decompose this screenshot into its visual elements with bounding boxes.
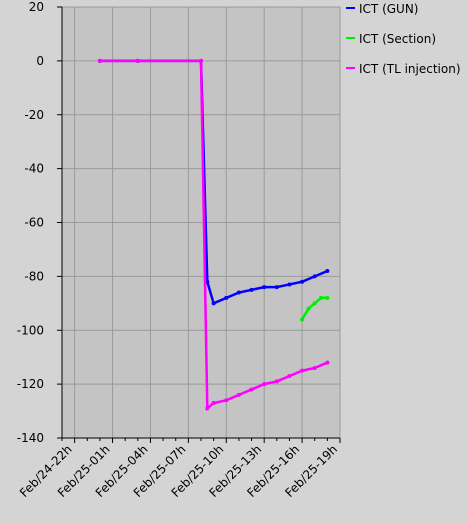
- legend-swatch: [346, 37, 355, 39]
- y-tick-label: 0: [36, 54, 44, 68]
- series-point: [224, 295, 229, 300]
- series-point: [300, 279, 305, 284]
- series-point: [249, 287, 254, 292]
- y-tick-label: -140: [17, 431, 44, 445]
- y-tick-label: -80: [24, 269, 44, 283]
- series-layer: [97, 58, 330, 412]
- legend-swatch: [346, 7, 355, 9]
- series-point: [306, 306, 311, 311]
- y-tick-label: 20: [29, 0, 44, 14]
- series-point: [97, 58, 102, 63]
- series-point: [300, 368, 305, 373]
- series-point: [224, 398, 229, 403]
- series-point: [211, 400, 216, 405]
- series-point: [325, 295, 330, 300]
- legend-label: ICT (Section): [359, 32, 436, 46]
- legend-swatch: [346, 67, 355, 69]
- series-point: [287, 282, 292, 287]
- series-point: [325, 360, 330, 365]
- series-point: [274, 285, 279, 290]
- series-point: [287, 374, 292, 379]
- series-point: [249, 387, 254, 392]
- series-line: [99, 59, 328, 412]
- series-point: [274, 379, 279, 384]
- series-point: [199, 58, 203, 63]
- series-point: [236, 290, 241, 295]
- series-point: [312, 365, 317, 370]
- y-tick-label: -100: [17, 323, 44, 337]
- series-point: [262, 285, 267, 290]
- y-tick-label: -20: [24, 108, 44, 122]
- y-tick-label: -120: [17, 377, 44, 391]
- series-point: [262, 382, 267, 387]
- series-point: [205, 406, 210, 411]
- legend: ICT (GUN) ICT (Section) ICT (TL injection): [346, 2, 461, 76]
- y-tick-label: -60: [24, 216, 44, 230]
- series-point: [236, 392, 241, 397]
- series-point: [205, 279, 210, 284]
- legend-label: ICT (GUN): [359, 2, 418, 16]
- series-point: [312, 301, 317, 306]
- series-point: [135, 58, 140, 63]
- y-tick-label: -40: [24, 162, 44, 176]
- series-point: [300, 317, 305, 322]
- legend-label: ICT (TL injection): [359, 62, 461, 76]
- series-point: [211, 301, 216, 306]
- series-point: [325, 268, 330, 273]
- series-point: [319, 295, 324, 300]
- series-point: [312, 274, 317, 279]
